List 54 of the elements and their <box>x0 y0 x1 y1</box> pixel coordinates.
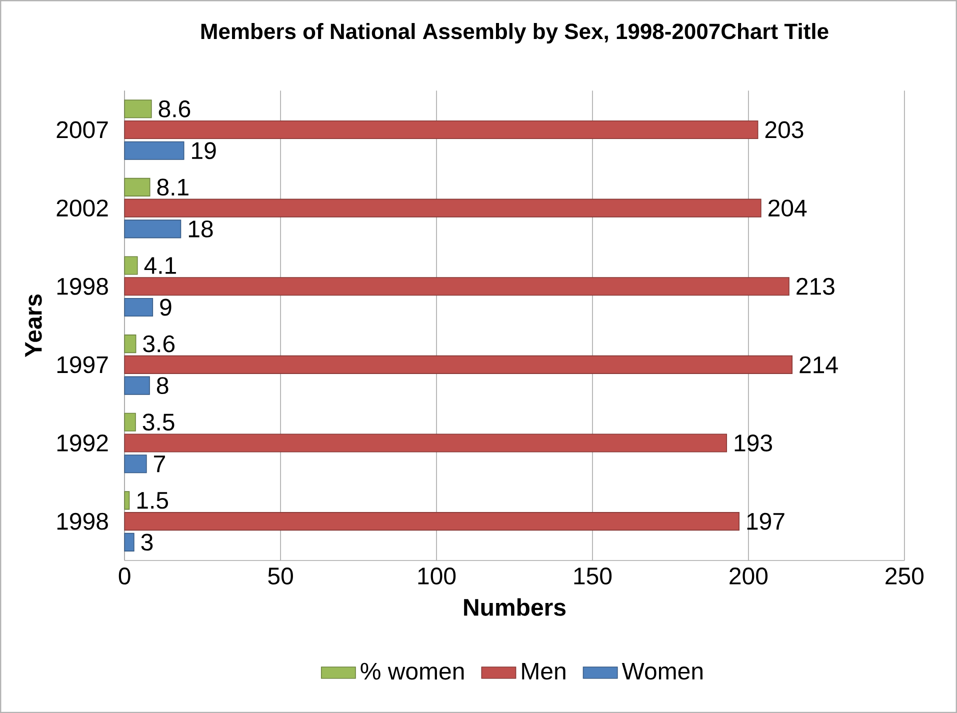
x-tick-label: 150 <box>574 568 612 585</box>
y-tick-label: 2002 <box>56 200 108 217</box>
data-label: 8.1 <box>157 178 188 196</box>
x-axis-title: Numbers <box>464 598 566 616</box>
x-tick-label: 200 <box>730 568 768 585</box>
y-tick-label: 1992 <box>57 434 108 452</box>
legend-label: Men <box>522 662 566 680</box>
bar <box>124 512 740 531</box>
bar <box>124 491 130 510</box>
data-label: 213 <box>796 278 834 295</box>
bar <box>124 100 152 118</box>
bar <box>124 277 790 296</box>
data-label: 204 <box>768 200 807 217</box>
data-label: 9 <box>160 298 172 316</box>
chart-title: Members of National Assembly by Sex, 1998-2007Chart Title <box>201 23 828 44</box>
data-label: 193 <box>734 434 772 452</box>
x-tick-label: 100 <box>418 568 456 585</box>
bar <box>124 198 762 218</box>
bar <box>124 141 184 160</box>
data-label: 8.6 <box>158 100 190 118</box>
y-axis-title: Years <box>25 294 42 358</box>
bar <box>124 256 138 275</box>
x-tick-label: 50 <box>268 568 293 585</box>
data-label: 7 <box>154 456 165 472</box>
data-label: 4.1 <box>144 257 176 274</box>
data-label: 197 <box>747 512 784 530</box>
bar <box>124 334 136 354</box>
data-label: 3.5 <box>142 414 174 431</box>
bar <box>124 220 182 238</box>
data-label: 19 <box>192 142 216 160</box>
y-tick-label: 1998 <box>57 278 108 295</box>
data-label: 1.5 <box>137 492 168 509</box>
bar <box>124 120 758 140</box>
y-tick-label: 1998 <box>57 512 108 530</box>
x-tick-label: 250 <box>886 568 924 585</box>
y-tick-label: 2007 <box>56 121 108 138</box>
data-label: 214 <box>800 356 838 374</box>
data-label: 8 <box>156 377 168 394</box>
bar <box>124 412 136 432</box>
bar <box>124 376 150 395</box>
bar <box>124 298 154 317</box>
data-label: 18 <box>188 220 213 238</box>
data-label: 203 <box>765 121 804 138</box>
y-tick-label: 1997 <box>57 356 108 374</box>
bar <box>124 454 147 474</box>
x-tick-label: 0 <box>118 568 130 585</box>
bar <box>124 532 134 552</box>
bar <box>124 178 150 196</box>
bar <box>124 434 728 452</box>
legend-label: Women <box>622 662 702 680</box>
data-label: 3 <box>141 534 153 551</box>
data-label: 3.6 <box>143 335 175 352</box>
bar <box>124 355 793 374</box>
legend-label: % women <box>360 662 464 680</box>
